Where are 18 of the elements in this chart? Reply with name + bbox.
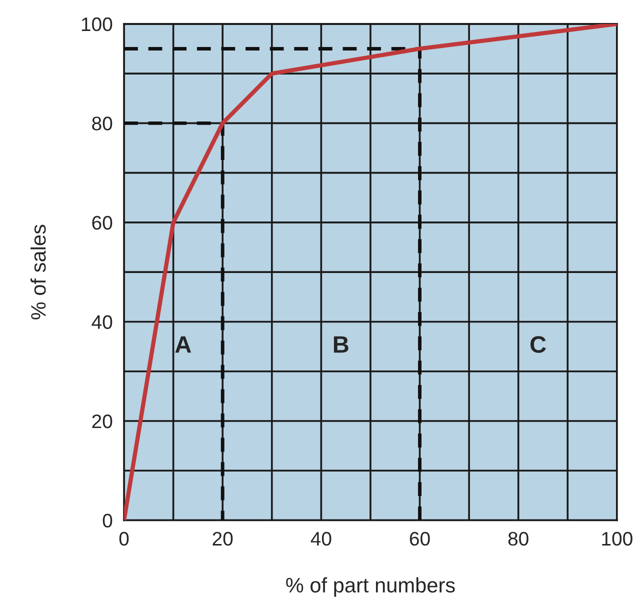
y-tick-label: 60	[92, 216, 112, 230]
y-tick-label: 0	[102, 514, 112, 528]
y-tick-label: 20	[92, 414, 112, 428]
x-tick-label: 60	[410, 532, 430, 546]
y-axis-title: % of sales	[30, 224, 46, 320]
y-tick-label: 100	[82, 17, 112, 32]
y-tick-label: 80	[92, 116, 112, 130]
annotation: A	[175, 336, 192, 353]
x-tick-label: 0	[119, 532, 129, 546]
annotation: B	[334, 336, 348, 353]
x-tick-label: 80	[508, 532, 528, 546]
x-tick-label: 40	[310, 532, 332, 546]
x-tick-label: 20	[212, 532, 233, 546]
x-axis-title: % of part numbers	[286, 577, 455, 597]
y-tick-label: 40	[92, 315, 112, 329]
annotation: C	[530, 336, 546, 353]
x-tick-label: 100	[602, 532, 632, 546]
line-series	[124, 24, 617, 520]
